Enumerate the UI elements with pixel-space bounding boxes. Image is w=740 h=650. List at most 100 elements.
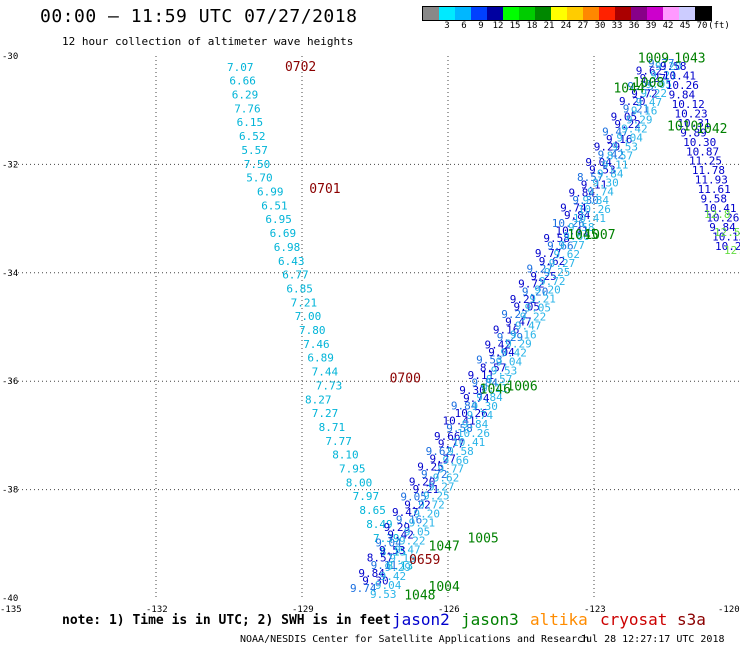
pass-time-label: 1009 [638, 52, 669, 67]
swh-value-track-c: 11.61 [698, 183, 731, 196]
swh-value-track-a: 5.57 [241, 144, 268, 157]
lon-tick-label: -120 [718, 605, 740, 615]
swh-value-track-b: 9.05 [611, 110, 638, 123]
legend-swatch [487, 7, 503, 20]
swh-value-track-b: 9.42 [387, 529, 414, 542]
swh-value-track-b-cyan: 10.41 [573, 212, 606, 225]
legend-swatch [583, 7, 599, 20]
swh-value-track-b-cyan: 9.21 [529, 293, 556, 306]
lon-tick-label: -132 [146, 605, 168, 615]
swh-value-track-b: 9.53 [379, 544, 406, 557]
swh-value-track-b: 9.29 [594, 141, 621, 154]
legend-label: 39 [645, 21, 657, 31]
swh-value-track-b: 9.47 [602, 125, 629, 138]
legend-swatch [535, 7, 551, 20]
pass-time-label: 1006 [506, 380, 537, 395]
swh-value-track-a: 8.71 [319, 421, 346, 434]
swh-value-track-b: 9.72 [518, 278, 545, 291]
swh-value-track-b-cyan: 9.42 [500, 346, 526, 359]
color-scale-labels: 3 6 9 12 15 18 21 24 27 30 33 36 39 42 45 70 (ft) [422, 21, 740, 35]
pass-time-label: 1046 [480, 382, 511, 397]
swh-value-track-b: 9.29 [497, 331, 524, 344]
swh-value-track-d: 12.5 [714, 226, 740, 239]
swh-value-track-b: 9.66 [547, 240, 574, 253]
swh-value-track-b-cyan: 9.30 [471, 400, 498, 413]
legend-swatch [423, 7, 439, 20]
swh-value-track-b-cyan: 9.16 [631, 105, 658, 118]
swh-value-track-b: 9.72 [421, 468, 448, 481]
swh-value-track-b-cyan: 9.53 [370, 588, 397, 601]
lat-tick-label: -30 [2, 52, 18, 62]
legend-swatch [471, 7, 487, 20]
swh-value-track-b: 9.25 [627, 80, 654, 93]
legend-swatch [631, 7, 647, 20]
swh-value-track-b: 9.04 [585, 156, 612, 169]
pass-time-labels: 0702 0701 0700 0659 1004 1005 1047 1048 10061046… [285, 52, 728, 604]
swh-value-track-b: 9.77 [648, 57, 675, 70]
swh-value-track-c: 10.23 [674, 107, 707, 120]
swh-value-track-b-cyan: 9.27 [549, 257, 576, 270]
swh-value-track-d: 12.8 [704, 208, 731, 221]
pass-time-label: 1043 [674, 52, 705, 67]
swh-value-track-c: 10.41 [663, 69, 696, 82]
swh-value-track-b-cyan: 9.29 [384, 561, 411, 574]
pass-time-label: 0700 [390, 371, 421, 386]
swh-value-track-b: 9.53 [476, 354, 503, 367]
swh-value-track-b-cyan: 9.77 [438, 463, 465, 476]
swh-value-track-c: 9.58 [701, 193, 728, 206]
swh-value-track-c: 10.23 [715, 240, 740, 253]
swh-value-track-b: 9.30 [572, 194, 599, 207]
swh-value-track-b-cyan: 9.21 [650, 69, 677, 82]
swh-value-track-b-cyan: 9.84 [476, 391, 503, 404]
swh-value-track-b: 9.66 [434, 430, 461, 443]
legend-swatch [567, 7, 583, 20]
swh-value-track-c: 10.41 [703, 202, 736, 215]
swh-value-track-b-cyan: 9.22 [641, 87, 668, 100]
pass-time-label: 0702 [285, 60, 316, 75]
swh-value-track-a: 7.21 [291, 296, 318, 309]
swh-value-track-b-cyan: 9.25 [544, 266, 571, 279]
swh-value-track-b: 9.04 [375, 536, 402, 549]
legend-swatch [439, 7, 455, 20]
swh-value-track-b-cyan: 9.53 [491, 364, 517, 377]
swh-value-track-b: 9.16 [493, 323, 520, 336]
legend-swatch [695, 7, 711, 20]
legend-label: 18 [526, 21, 538, 31]
legend-label: 3 [444, 21, 450, 31]
legend-swatch [599, 7, 615, 20]
legend-label: 27 [577, 21, 589, 31]
swh-value-track-b: 9.84 [451, 399, 478, 412]
legend-label: 9 [478, 21, 484, 31]
swh-value-track-a: 7.50 [244, 158, 270, 171]
swh-value-track-b-cyan: 9.29 [626, 114, 653, 127]
swh-value-track-a: 6.89 [307, 352, 334, 365]
pass-time-label: 1005 [467, 531, 498, 546]
swh-value-track-c: 9.89 [680, 126, 707, 139]
swh-value-track-b-cyan: 9.47 [394, 543, 421, 556]
swh-value-track-a: 6.29 [232, 89, 258, 102]
satellite-jason2: jason2 [392, 610, 450, 629]
legend-label: 15 [509, 21, 521, 31]
legend-label: 42 [662, 21, 674, 31]
swh-value-track-b: 9.22 [404, 498, 431, 511]
swh-value-track-a: 8.65 [359, 504, 386, 517]
swh-value-track-b-cyan: 9.42 [380, 570, 407, 583]
lat-tick-label: -40 [2, 594, 18, 604]
swh-value-track-b: 9.84 [569, 186, 596, 199]
map-grid [10, 56, 740, 598]
swh-value-track-b-cyan: 9.27 [428, 481, 455, 494]
swh-value-track-b: 9.04 [488, 346, 515, 359]
swh-value-track-c: 10.26 [666, 79, 699, 92]
swh-value-track-b: 9.74 [560, 202, 587, 215]
swh-value-track-b: 8.57 [480, 361, 507, 374]
swh-value-track-b: 9.27 [527, 262, 554, 275]
swh-value-track-b-cyan: 9.16 [389, 552, 416, 565]
swh-value-track-b: 9.58 [446, 422, 473, 435]
swh-value-track-b-cyan: 9.72 [418, 499, 445, 512]
swh-value-track-b: 9.20 [522, 285, 549, 298]
swh-value-track-c: 10.87 [686, 145, 719, 158]
swh-value-track-b: 9.42 [484, 339, 511, 352]
swh-value-track-b-cyan: 9.84 [597, 167, 624, 180]
swh-value-track-b-cyan: 8.57 [607, 149, 634, 162]
swh-value-track-b-cyan: 9.58 [568, 221, 595, 234]
